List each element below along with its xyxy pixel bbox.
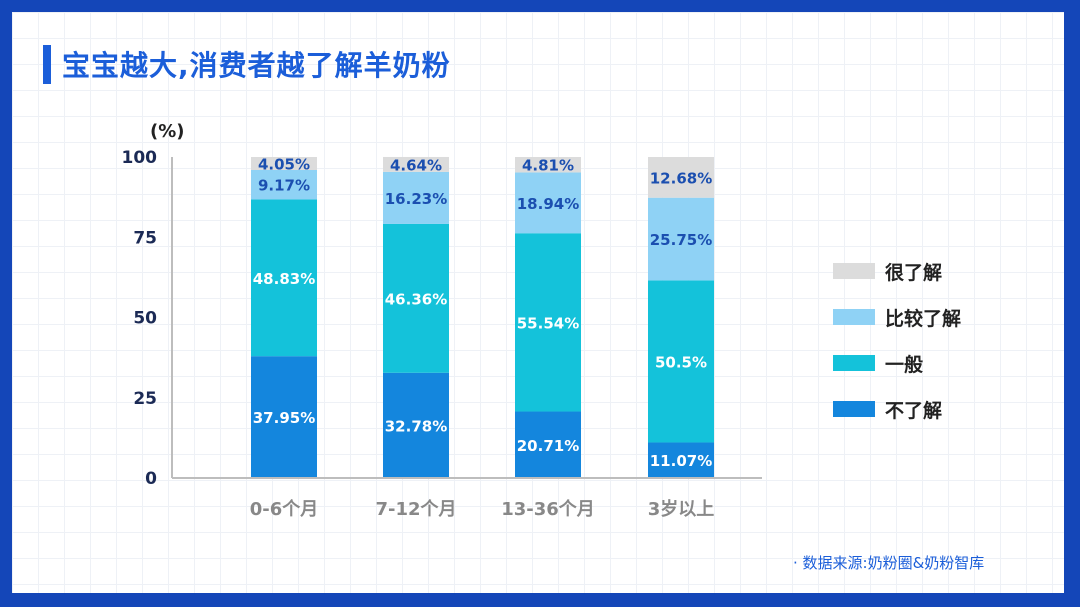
legend-item: 不了解 — [833, 386, 961, 432]
chart-legend: 很了解比较了解一般不了解 — [833, 248, 961, 432]
legend-label: 比较了解 — [885, 307, 962, 330]
bar-segment — [515, 157, 581, 173]
y-tick-label: 50 — [133, 309, 157, 329]
bar-segment — [251, 157, 317, 171]
x-tick-label: 7-12个月 — [375, 498, 456, 520]
bar-segment — [251, 199, 317, 357]
data-label: 32.78% — [385, 417, 447, 435]
data-label: 18.94% — [517, 195, 579, 213]
data-label: 11.07% — [650, 452, 712, 470]
bar-segment — [515, 172, 581, 234]
data-label: 37.95% — [253, 409, 315, 427]
legend-item: 比较了解 — [833, 294, 961, 340]
legend-item: 一般 — [833, 340, 961, 386]
data-label: 25.75% — [650, 231, 712, 249]
legend-label: 很了解 — [885, 261, 943, 284]
legend-swatch — [833, 309, 875, 325]
x-tick-label: 3岁以上 — [648, 498, 715, 520]
data-label: 16.23% — [385, 190, 447, 208]
data-label: 48.83% — [253, 270, 315, 288]
title-accent-bar — [43, 45, 51, 84]
legend-swatch — [833, 401, 875, 417]
data-label: 46.36% — [385, 290, 447, 308]
legend-item: 很了解 — [833, 248, 961, 294]
bar-segment — [648, 442, 714, 478]
bar-segment — [383, 156, 449, 172]
data-label: 20.71% — [517, 437, 579, 455]
data-label: 4.64% — [390, 156, 442, 174]
data-source-note: · 数据来源:奶粉圈&奶粉智库 — [793, 554, 985, 572]
bar-segment — [648, 280, 714, 443]
chart-title: 宝宝越大,消费者越了解羊奶粉 — [62, 49, 451, 82]
legend-label: 不了解 — [885, 399, 943, 422]
data-label: 9.17% — [258, 177, 310, 195]
bar-segment — [383, 223, 449, 373]
y-axis-unit-label: (%) — [150, 121, 185, 142]
data-label: 50.5% — [655, 353, 707, 371]
data-label: 12.68% — [650, 169, 712, 187]
y-tick-label: 75 — [133, 228, 157, 248]
x-tick-label: 0-6个月 — [250, 498, 319, 520]
legend-swatch — [833, 263, 875, 279]
bar-segment — [515, 233, 581, 412]
bar-segment — [648, 197, 714, 281]
bar-segment — [251, 170, 317, 200]
data-label: 4.81% — [522, 157, 574, 175]
legend-label: 一般 — [885, 353, 924, 376]
y-tick-label: 25 — [133, 389, 157, 409]
bar-segment — [383, 171, 449, 224]
bar-segment — [251, 356, 317, 478]
y-tick-label: 100 — [122, 148, 158, 168]
bar-segment — [648, 157, 714, 198]
data-label: 55.54% — [517, 314, 579, 332]
legend-swatch — [833, 355, 875, 371]
bar-segment — [515, 411, 581, 478]
y-tick-label: 0 — [145, 469, 157, 489]
x-tick-label: 13-36个月 — [501, 498, 595, 520]
bar-segment — [383, 372, 449, 478]
data-label: 4.05% — [258, 156, 310, 174]
